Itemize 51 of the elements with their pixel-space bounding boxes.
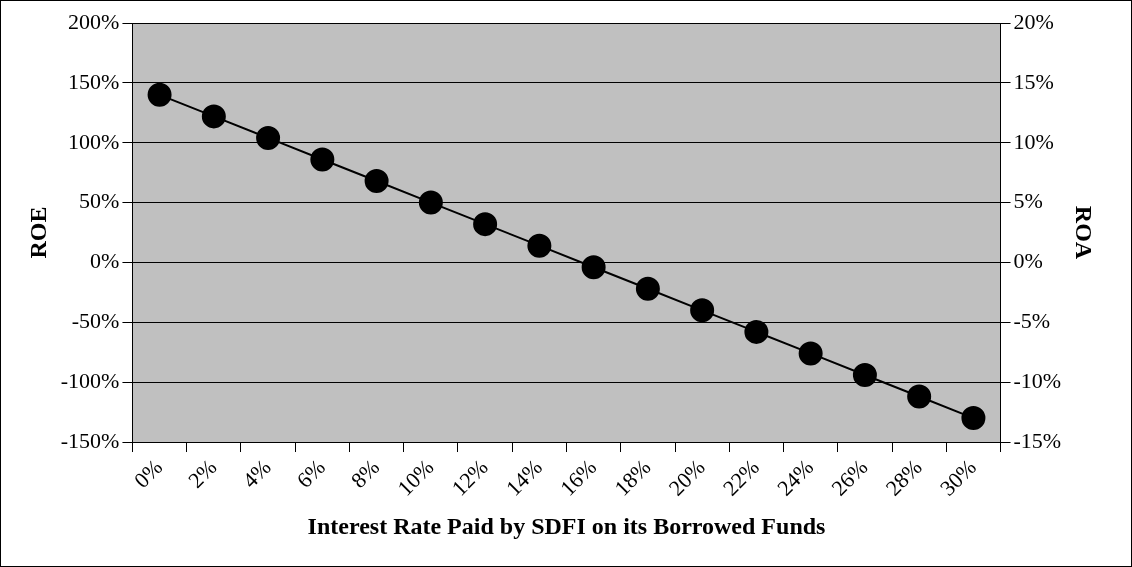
y-tick-label: -150%	[60, 427, 120, 453]
point	[798, 341, 823, 366]
y2-tick-label: -5%	[1013, 308, 1051, 334]
x-tick-label: 2%	[183, 454, 222, 493]
y-tick-label: 0%	[90, 248, 120, 274]
x-tick-label: 6%	[291, 454, 330, 493]
x-tick-label: 12%	[446, 454, 493, 501]
x-tick-label: 28%	[880, 454, 927, 501]
x-tick-label: 18%	[609, 454, 656, 501]
y2-tick-label: 10%	[1013, 128, 1054, 154]
point	[852, 362, 877, 387]
point	[310, 147, 335, 172]
x-tick-label: 22%	[717, 454, 765, 501]
point	[635, 276, 660, 301]
y-tick-label: 50%	[79, 188, 120, 214]
point	[907, 384, 932, 409]
point	[961, 406, 986, 431]
point	[201, 104, 226, 129]
x-tick-label: 8%	[345, 454, 385, 493]
point	[256, 125, 281, 150]
point	[473, 212, 498, 237]
y2-tick-label: -10%	[1013, 367, 1062, 393]
y2-tick-label: 15%	[1013, 68, 1054, 94]
y2-tick-label: 20%	[1013, 8, 1054, 34]
y-tick-label: -100%	[60, 367, 120, 393]
y2-tick-label: 0%	[1013, 248, 1043, 274]
x-tick-label: 4%	[237, 454, 276, 493]
x-tick-label: 14%	[500, 454, 547, 501]
point	[418, 190, 443, 215]
x-tick-label: 0%	[128, 454, 168, 493]
point	[744, 319, 769, 344]
y2-tick-label: -15%	[1013, 427, 1062, 453]
point	[581, 255, 606, 280]
x-tick-label: 10%	[392, 454, 439, 501]
point	[364, 169, 389, 194]
y-axis-title: ROE	[24, 206, 51, 259]
x-tick-label: 24%	[772, 454, 819, 501]
x-tick-label: 20%	[663, 454, 710, 501]
y2-axis-title: ROA	[1071, 205, 1098, 260]
y-tick-label: 100%	[68, 128, 120, 154]
point	[147, 82, 172, 107]
point	[690, 298, 715, 323]
y2-tick-label: 5%	[1013, 188, 1043, 214]
y-tick-label: 200%	[68, 8, 120, 34]
x-tick-label: 16%	[555, 454, 602, 501]
x-axis-title: Interest Rate Paid by SDFI on its Borrowed Funds	[307, 512, 826, 539]
y-tick-label: -50%	[71, 308, 120, 334]
point	[527, 233, 552, 258]
x-tick-label: 26%	[826, 454, 873, 501]
x-tick-label: 30%	[934, 454, 982, 501]
y-tick-label: 150%	[68, 68, 120, 94]
